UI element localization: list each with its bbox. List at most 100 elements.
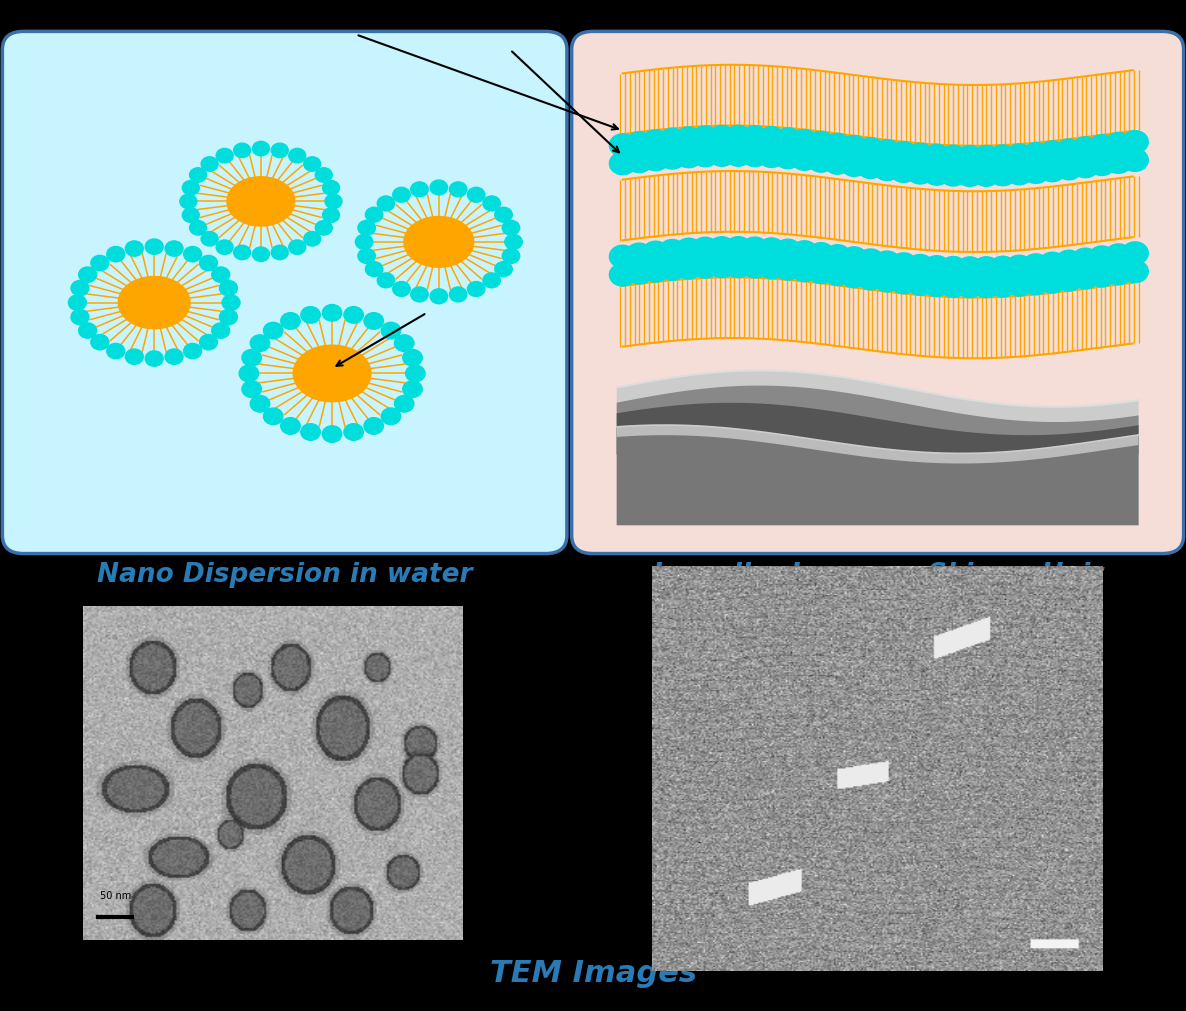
Circle shape [219,310,237,326]
Circle shape [693,145,719,168]
Circle shape [891,254,917,276]
Circle shape [940,146,967,169]
Circle shape [395,336,414,352]
Circle shape [907,162,933,185]
Text: Lamellar Layer on Skin or Hair: Lamellar Layer on Skin or Hair [652,561,1103,587]
Circle shape [1072,267,1098,290]
Circle shape [626,262,652,285]
Circle shape [774,147,802,170]
Circle shape [483,197,500,211]
Polygon shape [227,178,295,226]
Circle shape [725,145,752,167]
Circle shape [841,248,867,270]
Circle shape [71,281,89,296]
Circle shape [708,126,735,149]
Polygon shape [119,277,190,330]
Circle shape [190,221,206,236]
Circle shape [841,136,867,159]
Circle shape [791,260,817,282]
Circle shape [240,366,259,382]
Circle shape [315,221,332,236]
Text: Nano Dispersion in water: Nano Dispersion in water [97,561,472,587]
Circle shape [808,132,834,155]
Circle shape [891,161,917,183]
Circle shape [973,165,1000,187]
Circle shape [924,164,950,186]
Circle shape [1022,255,1050,277]
Polygon shape [293,346,371,402]
Circle shape [431,181,447,196]
Circle shape [190,169,206,183]
Circle shape [643,149,669,172]
Circle shape [676,146,702,169]
Circle shape [824,246,850,268]
Circle shape [774,258,802,281]
Circle shape [410,288,428,302]
Circle shape [891,272,917,294]
Circle shape [626,132,652,156]
Circle shape [626,151,652,174]
Circle shape [222,295,240,311]
Circle shape [145,240,164,255]
Text: TEM Images: TEM Images [490,958,696,987]
Circle shape [91,256,109,271]
Circle shape [1072,137,1098,161]
Circle shape [857,268,884,290]
Circle shape [824,134,850,157]
Polygon shape [404,217,473,268]
Circle shape [467,282,485,297]
Circle shape [1105,152,1131,174]
Circle shape [1056,140,1082,163]
Circle shape [1056,251,1082,274]
Text: 50 nm: 50 nm [100,891,130,900]
Circle shape [907,255,933,278]
Circle shape [758,127,785,150]
Circle shape [1006,274,1033,297]
Circle shape [250,396,269,412]
Circle shape [202,158,218,172]
Circle shape [1039,271,1065,294]
Circle shape [676,239,702,262]
Circle shape [126,350,144,365]
Circle shape [676,127,702,151]
Circle shape [857,157,884,179]
Circle shape [841,266,867,288]
Circle shape [741,238,769,261]
Circle shape [708,145,735,167]
Circle shape [301,425,320,441]
Circle shape [824,264,850,286]
Circle shape [725,256,752,278]
Circle shape [659,259,686,281]
Circle shape [78,324,96,339]
Circle shape [288,241,306,255]
Circle shape [1039,160,1065,183]
Circle shape [323,208,339,223]
Circle shape [808,244,834,266]
Circle shape [381,323,401,340]
Circle shape [365,208,383,222]
Circle shape [1122,150,1148,172]
Circle shape [693,238,719,261]
Circle shape [610,246,636,269]
Circle shape [180,195,197,209]
Circle shape [71,310,89,326]
Circle shape [907,273,933,296]
Circle shape [924,257,950,279]
Circle shape [857,139,884,161]
Circle shape [356,236,372,250]
Circle shape [643,130,669,154]
Circle shape [741,126,769,150]
Circle shape [184,248,202,263]
Circle shape [323,427,342,443]
Circle shape [791,242,817,264]
Circle shape [325,195,342,209]
Circle shape [503,221,519,236]
Circle shape [272,144,288,159]
Circle shape [758,239,785,261]
Circle shape [808,151,834,173]
Circle shape [1105,245,1131,267]
FancyBboxPatch shape [2,32,567,554]
Circle shape [973,258,1000,280]
Circle shape [381,408,401,426]
Circle shape [199,336,217,351]
